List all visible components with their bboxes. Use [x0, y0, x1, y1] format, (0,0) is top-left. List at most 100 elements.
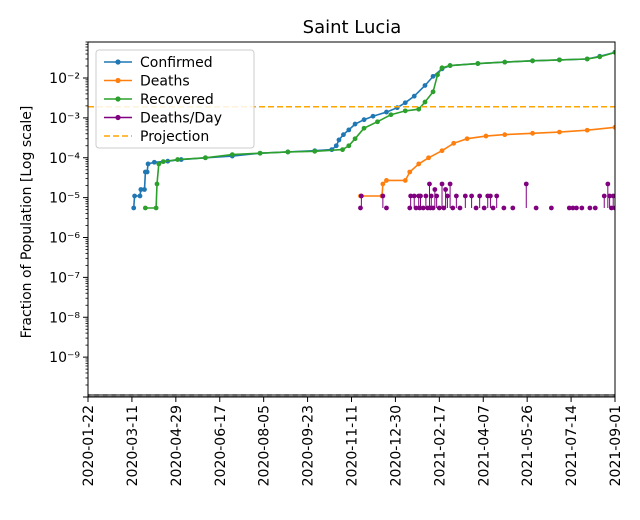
deaths-day-point [457, 205, 463, 211]
confirmed-point [336, 137, 342, 143]
deaths-day-point [408, 193, 414, 199]
x-tick-label: 2021-02-17 [432, 405, 448, 486]
deaths-point [416, 161, 422, 167]
confirmed-point [151, 159, 157, 165]
axes-frame [87, 41, 616, 398]
confirmed-point [137, 193, 143, 199]
recovered-point [257, 150, 263, 156]
x-tick-label: 2020-12-30 [388, 405, 404, 486]
recovered-point [142, 205, 148, 211]
deaths-point [380, 181, 386, 187]
deaths-point [426, 155, 431, 161]
x-tick-label: 2020-09-23 [301, 405, 317, 486]
deaths-day-point [501, 205, 507, 211]
deaths-point [439, 148, 445, 154]
x-tick-label: 2020-03-11 [125, 405, 141, 486]
x-tick-label: 2020-11-11 [345, 405, 361, 486]
recovered-point [352, 136, 358, 142]
deaths-point [502, 132, 508, 138]
deaths-day-point [411, 193, 417, 199]
recovered-point [153, 205, 159, 211]
deaths-day-point [420, 205, 426, 211]
recovered-point [475, 61, 481, 66]
confirmed-point [341, 132, 346, 138]
confirmed-point [430, 73, 436, 79]
deaths-day-point [570, 205, 576, 211]
x-tick-label: 2020-08-05 [257, 405, 273, 486]
deaths-day-point [592, 205, 598, 211]
deaths-day-point [609, 205, 614, 211]
deaths-day-point [413, 205, 419, 211]
deaths-day-point [423, 193, 429, 199]
recovered-point [439, 65, 445, 71]
x-tick-label: 2021-09-01 [608, 405, 624, 486]
legend-marker-deaths-day [115, 114, 121, 121]
recovered-point [416, 106, 422, 112]
deaths-day-point [428, 193, 434, 199]
confirmed-point [402, 100, 408, 106]
recovered-point [160, 159, 166, 165]
legend-label-deaths: Deaths [140, 74, 190, 90]
confirmed-point [138, 187, 144, 192]
deaths-day-point [488, 193, 493, 199]
deaths-day-point [450, 205, 456, 211]
plot-area: 10⁻⁹ 10⁻⁸ 10⁻⁷ 10⁻⁶ 10⁻⁵ 10⁻⁴ 10⁻³ 10⁻² 2020-01-… [49, 41, 624, 486]
recovered-point [203, 155, 208, 161]
y-tick-label: 10⁻⁴ [49, 151, 80, 167]
recovered-point [557, 57, 562, 63]
y-tick-label: 10⁻³ [49, 111, 80, 127]
confirmed-point [333, 143, 339, 149]
x-tick-label: 2020-04-29 [169, 405, 185, 486]
recovered-point [612, 49, 615, 55]
deaths-day-point [407, 205, 413, 211]
deaths-day-point [605, 181, 611, 187]
deaths-day-point [443, 187, 449, 192]
deaths-day-point [579, 205, 585, 211]
recovered-point [435, 72, 440, 78]
x-tick-label: 2020-01-22 [81, 405, 97, 486]
deaths-day-point [469, 193, 474, 199]
recovered-point [430, 89, 436, 95]
confirmed-point [411, 93, 417, 99]
recovered-point [154, 181, 160, 187]
confirmed-point [346, 127, 352, 133]
deaths-point [451, 140, 457, 146]
recovered-point [312, 148, 318, 154]
confirmed-point [132, 193, 138, 199]
deaths-day-point [432, 187, 438, 192]
deaths-day-point [566, 205, 572, 211]
recovered-point [530, 58, 535, 64]
deaths-day-point [574, 205, 579, 211]
recovered-point [447, 63, 453, 68]
deaths-point [407, 169, 413, 175]
legend-label-confirmed: Confirmed [140, 55, 213, 71]
y-tick-label: 10⁻⁵ [49, 191, 80, 207]
deaths-point [612, 124, 615, 130]
recovered-point [229, 152, 235, 157]
deaths-day-point [477, 193, 483, 199]
confirmed-point [142, 187, 147, 192]
y-tick-label: 10⁻⁹ [49, 350, 80, 366]
legend-marker-deaths [115, 77, 121, 84]
deaths-point [530, 130, 535, 136]
deaths-day-point [444, 193, 450, 199]
deaths-day-point [473, 205, 479, 211]
deaths-day-point [427, 181, 432, 187]
confirmed-point [131, 205, 137, 211]
deaths-day-point [523, 181, 529, 187]
deaths-day-point [358, 193, 364, 199]
legend-marker-confirmed [115, 59, 121, 65]
recovered-point [402, 108, 408, 114]
deaths-day-point [436, 205, 442, 211]
deaths-day-point [380, 193, 386, 199]
confirmed-point [422, 83, 428, 88]
legend-label-recovered: Recovered [140, 92, 214, 108]
legend-label-deaths-day: Deaths/Day [140, 111, 222, 127]
recovered-point [502, 59, 508, 65]
deaths-day-point [462, 193, 468, 199]
deaths-point [483, 133, 489, 139]
recovered-point [597, 54, 603, 60]
deaths-day-point [434, 193, 440, 199]
deaths-point [464, 136, 470, 142]
x-tick-label: 2021-07-14 [564, 405, 580, 486]
